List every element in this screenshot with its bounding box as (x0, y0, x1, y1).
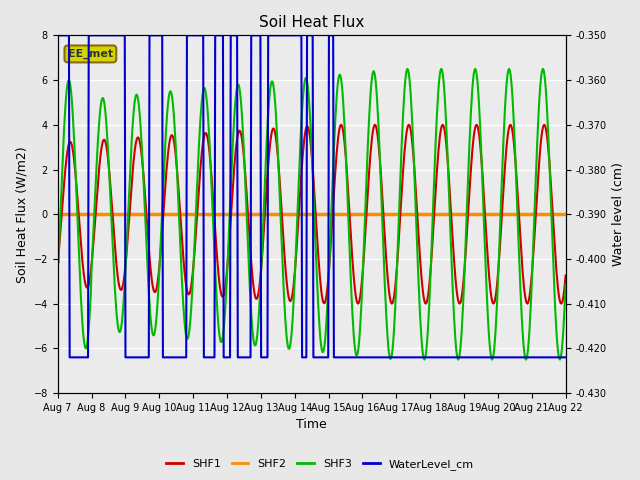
Legend: SHF1, SHF2, SHF3, WaterLevel_cm: SHF1, SHF2, SHF3, WaterLevel_cm (162, 455, 478, 474)
Title: Soil Heat Flux: Soil Heat Flux (259, 15, 364, 30)
Text: EE_met: EE_met (68, 49, 113, 59)
Y-axis label: Water level (cm): Water level (cm) (612, 162, 625, 266)
X-axis label: Time: Time (296, 419, 327, 432)
Y-axis label: Soil Heat Flux (W/m2): Soil Heat Flux (W/m2) (15, 146, 28, 283)
